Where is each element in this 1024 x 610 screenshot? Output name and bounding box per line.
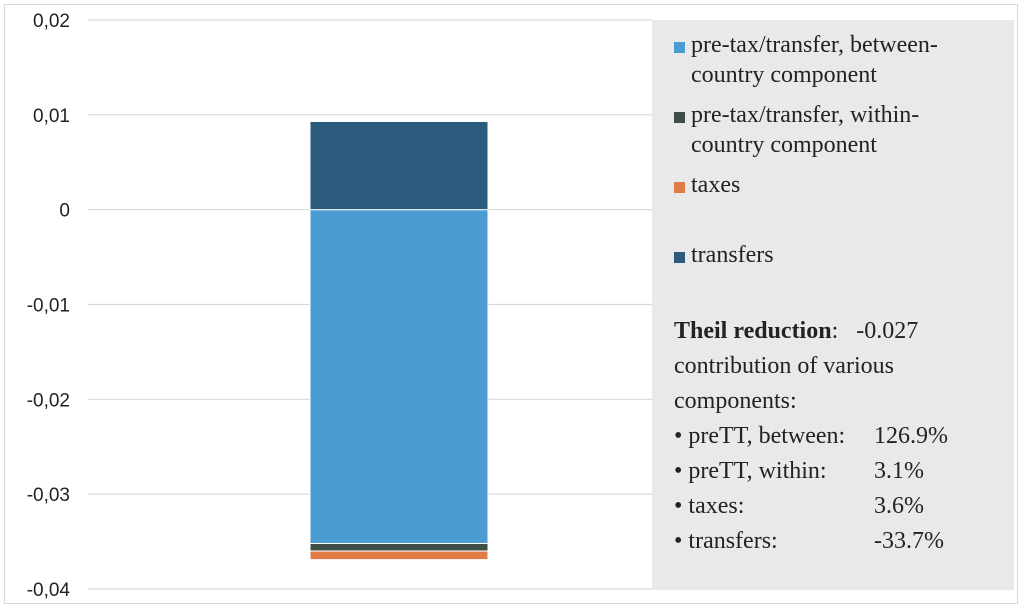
bullet-label: • preTT, within: — [674, 458, 827, 484]
bullet-label: • taxes: — [674, 493, 745, 519]
note-title: Theil reduction — [674, 318, 832, 344]
note-bullet-between: • preTT, between: 126.9% — [674, 419, 1014, 454]
y-tick-label: 0,02 — [33, 11, 70, 32]
note-bullet-within: • preTT, within: 3.1% — [674, 454, 1014, 489]
bullet-label: • preTT, between: — [674, 423, 846, 449]
note-title-line: Theil reduction: -0.027 — [674, 314, 1014, 349]
legend-label-taxes: taxes — [691, 172, 741, 198]
bullet-value: 126.9% — [874, 423, 948, 449]
legend-entry-taxes: taxes — [674, 170, 1014, 200]
y-tick-label: 0 — [59, 201, 70, 222]
bullet-value: 3.1% — [874, 458, 924, 484]
bar-segments — [309, 120, 489, 561]
legend-swatch-taxes — [674, 182, 685, 193]
bar-segment-2 — [309, 550, 489, 561]
bullet-label: • transfers: — [674, 528, 778, 554]
note-line2: components: — [674, 388, 797, 414]
note-bullet-transfers: • transfers: -33.7% — [674, 524, 1014, 559]
legend-entry-transfers: transfers — [674, 240, 1014, 270]
legend-entry-between: pre-tax/transfer, between-country compon… — [674, 30, 1014, 90]
theil-note: Theil reduction: -0.027 contribution of … — [674, 314, 1014, 559]
legend-label-transfers: transfers — [691, 242, 774, 268]
y-tick-label: 0,01 — [33, 106, 70, 127]
legend-label-within: pre-tax/transfer, within-country compone… — [691, 102, 920, 158]
legend-label-between: pre-tax/transfer, between-country compon… — [691, 32, 938, 88]
legend-entry-within: pre-tax/transfer, within-country compone… — [674, 100, 1014, 160]
y-axis-ticks: 0,02 0,01 0 -0,01 -0,02 -0,03 -0,04 — [27, 11, 71, 601]
bullet-value: -33.7% — [874, 528, 944, 554]
bar-segment-1 — [309, 542, 489, 552]
note-title-value: : -0.027 — [831, 318, 919, 344]
y-tick-label: -0,04 — [27, 580, 71, 601]
note-line1: contribution of various — [674, 353, 894, 379]
y-tick-label: -0,01 — [27, 296, 70, 317]
y-tick-label: -0,03 — [27, 485, 70, 506]
legend-panel: pre-tax/transfer, between-country compon… — [652, 20, 1014, 590]
note-bullet-taxes: • taxes: 3.6% — [674, 489, 1014, 524]
bar-segment-0 — [309, 209, 489, 544]
legend-swatch-within — [674, 112, 685, 123]
bullet-value: 3.6% — [874, 493, 924, 519]
y-tick-label: -0,02 — [27, 390, 70, 411]
bar-segment-3 — [309, 120, 489, 211]
legend-swatch-transfers — [674, 252, 685, 263]
legend-swatch-between — [674, 42, 685, 53]
